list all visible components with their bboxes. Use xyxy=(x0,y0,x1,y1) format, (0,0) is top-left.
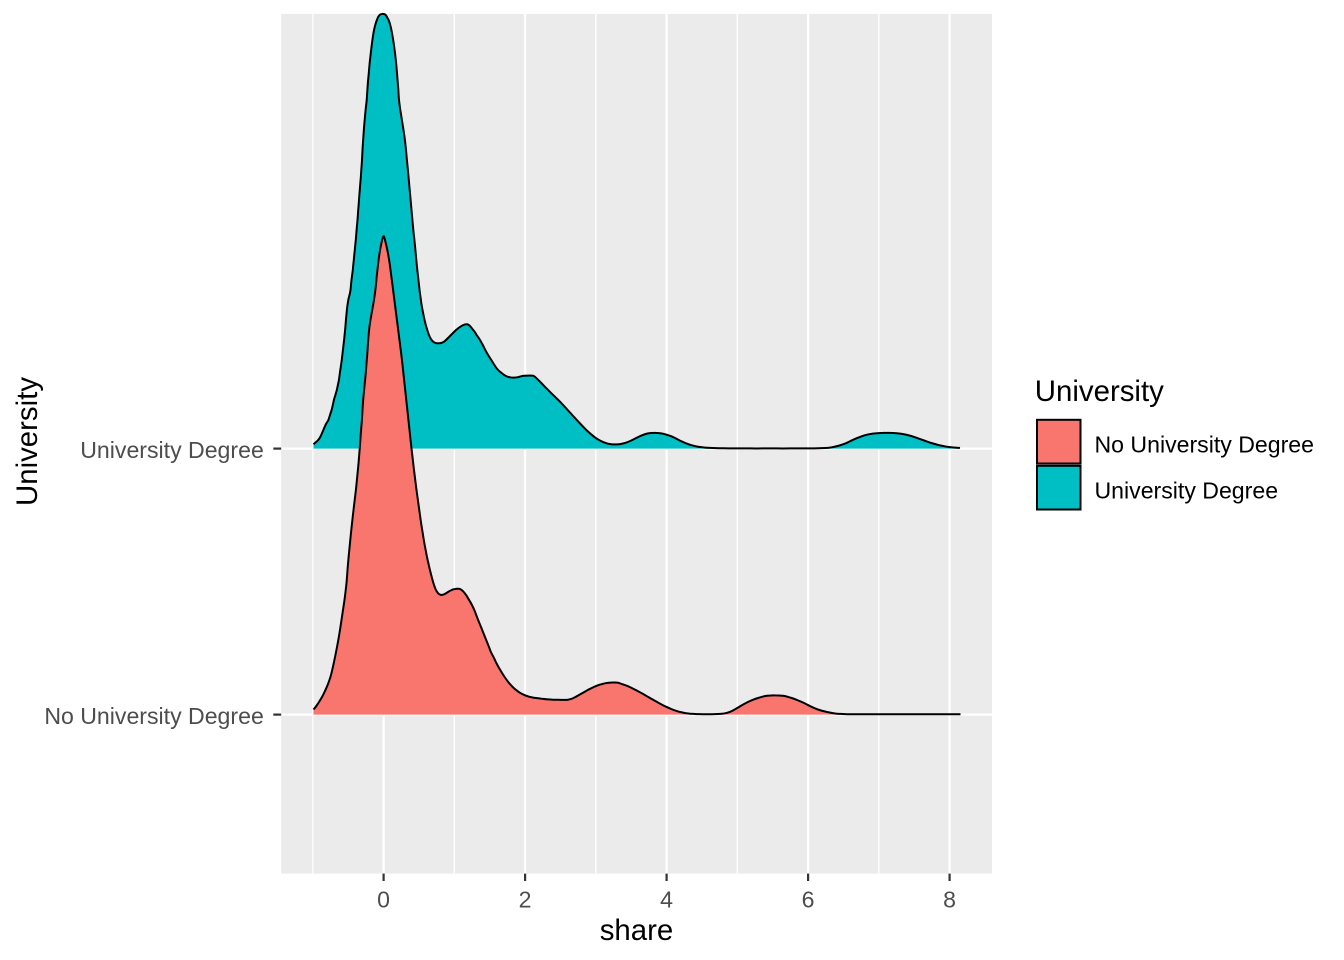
svg-text:8: 8 xyxy=(943,886,956,912)
svg-text:No University Degree: No University Degree xyxy=(44,703,263,729)
svg-text:4: 4 xyxy=(660,886,673,912)
svg-text:No University Degree: No University Degree xyxy=(1095,432,1314,458)
svg-text:University: University xyxy=(11,377,44,506)
svg-text:share: share xyxy=(600,914,674,947)
svg-text:2: 2 xyxy=(519,886,532,912)
svg-text:University Degree: University Degree xyxy=(80,437,264,463)
svg-text:0: 0 xyxy=(377,886,390,912)
svg-text:University Degree: University Degree xyxy=(1095,477,1279,503)
svg-text:University: University xyxy=(1035,375,1164,408)
svg-text:6: 6 xyxy=(802,886,815,912)
